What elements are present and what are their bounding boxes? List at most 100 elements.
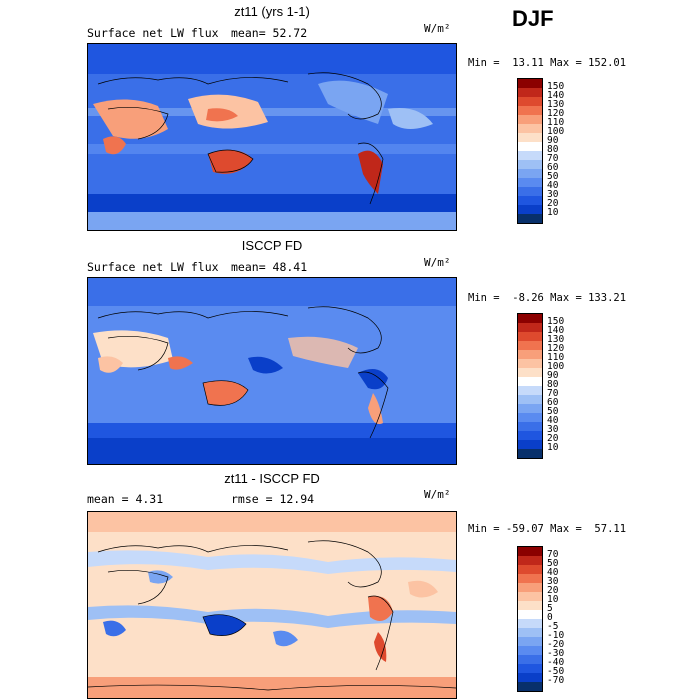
colorbar-tick-label: -5: [547, 621, 559, 632]
colorbar-swatch: [518, 610, 542, 619]
colorbar-tick-label: 20: [547, 433, 559, 444]
colorbar-tick-label: 110: [547, 352, 565, 363]
colorbar-swatch: [518, 601, 542, 610]
panel-1-mean: mean= 52.72: [231, 26, 308, 40]
colorbar-tick-label: 30: [547, 576, 559, 587]
colorbar-tick-label: 0: [547, 612, 553, 623]
panel-2-title: ISCCP FD: [241, 238, 303, 253]
colorbar-tick-label: 50: [547, 558, 559, 569]
colorbar-swatch: [518, 142, 542, 151]
colorbar-tick-label: -30: [547, 648, 565, 659]
colorbar-swatch: [518, 449, 542, 458]
panel-3-colorbar: [517, 546, 543, 692]
colorbar-swatch: [518, 314, 542, 323]
colorbar-swatch: [518, 673, 542, 682]
colorbar-tick-label: 70: [547, 153, 559, 164]
colorbar-tick-label: 110: [547, 117, 565, 128]
colorbar-swatch: [518, 646, 542, 655]
colorbar-tick-label: 10: [547, 442, 559, 453]
colorbar-swatch: [518, 187, 542, 196]
colorbar-swatch: [518, 350, 542, 359]
colorbar-swatch: [518, 413, 542, 422]
colorbar-tick-label: -40: [547, 657, 565, 668]
colorbar-swatch: [518, 583, 542, 592]
colorbar-tick-label: 140: [547, 90, 565, 101]
colorbar-swatch: [518, 124, 542, 133]
colorbar-tick-label: 80: [547, 144, 559, 155]
panel-3-map: [87, 511, 457, 699]
colorbar-tick-label: 130: [547, 334, 565, 345]
colorbar-swatch: [518, 592, 542, 601]
colorbar-swatch: [518, 359, 542, 368]
colorbar-swatch: [518, 151, 542, 160]
season-label: DJF: [512, 6, 554, 31]
panel-2-map: [87, 277, 457, 465]
colorbar-swatch: [518, 682, 542, 691]
colorbar-swatch: [518, 169, 542, 178]
colorbar-tick-label: 60: [547, 397, 559, 408]
colorbar-swatch: [518, 547, 542, 556]
panel-2-mean: mean= 48.41: [231, 260, 308, 274]
panel-2-minmax: Min = -8.26 Max = 133.21: [468, 292, 627, 304]
colorbar-swatch: [518, 368, 542, 377]
panel-1-subtitle-left: Surface net LW flux: [87, 26, 219, 40]
colorbar-tick-label: 100: [547, 126, 565, 137]
colorbar-tick-label: 20: [547, 198, 559, 209]
colorbar-tick-label: 40: [547, 415, 559, 426]
panel-1-units: W/m²: [424, 22, 451, 35]
colorbar-tick-label: 140: [547, 325, 565, 336]
colorbar-tick-label: 120: [547, 108, 565, 119]
panel-2-colorbar: [517, 313, 543, 459]
colorbar-swatch: [518, 556, 542, 565]
colorbar-tick-label: 30: [547, 189, 559, 200]
colorbar-swatch: [518, 422, 542, 431]
colorbar-swatch: [518, 323, 542, 332]
colorbar-tick-label: 10: [547, 594, 559, 605]
colorbar-tick-label: 70: [547, 388, 559, 399]
colorbar-tick-label: 40: [547, 180, 559, 191]
colorbar-swatch: [518, 106, 542, 115]
colorbar-tick-label: 150: [547, 316, 565, 327]
colorbar-swatch: [518, 377, 542, 386]
colorbar-tick-label: 90: [547, 370, 559, 381]
colorbar-tick-label: 50: [547, 406, 559, 417]
panel-2-units: W/m²: [424, 256, 451, 269]
panel-3-units: W/m²: [424, 488, 451, 501]
colorbar-tick-label: 70: [547, 549, 559, 560]
colorbar-swatch: [518, 97, 542, 106]
colorbar-tick-label: 100: [547, 361, 565, 372]
panel-1-minmax: Min = 13.11 Max = 152.01: [468, 57, 627, 69]
colorbar-tick-label: 30: [547, 424, 559, 435]
colorbar-swatch: [518, 332, 542, 341]
panel-3-mean: mean = 4.31: [87, 492, 164, 506]
colorbar-swatch: [518, 341, 542, 350]
colorbar-swatch: [518, 574, 542, 583]
colorbar-tick-label: 20: [547, 585, 559, 596]
colorbar-swatch: [518, 205, 542, 214]
colorbar-tick-label: 40: [547, 567, 559, 578]
colorbar-swatch: [518, 664, 542, 673]
panel-3-minmax: Min = -59.07 Max = 57.11: [468, 523, 627, 535]
colorbar-swatch: [518, 404, 542, 413]
panel-1-colorbar: [517, 78, 543, 224]
colorbar-tick-label: 10: [547, 207, 559, 218]
colorbar-swatch: [518, 637, 542, 646]
panel-3-title: zt11 - ISCCP FD: [224, 471, 320, 486]
colorbar-swatch: [518, 655, 542, 664]
colorbar-swatch: [518, 440, 542, 449]
colorbar-swatch: [518, 115, 542, 124]
colorbar-tick-label: 5: [547, 603, 553, 614]
panel-1-title: zt11 (yrs 1-1): [234, 4, 310, 19]
colorbar-swatch: [518, 628, 542, 637]
colorbar-swatch: [518, 196, 542, 205]
colorbar-tick-label: -10: [547, 630, 565, 641]
colorbar-swatch: [518, 79, 542, 88]
colorbar-swatch: [518, 133, 542, 142]
colorbar-tick-label: 130: [547, 99, 565, 110]
colorbar-swatch: [518, 214, 542, 223]
colorbar-tick-label: 50: [547, 171, 559, 182]
colorbar-swatch: [518, 565, 542, 574]
colorbar-swatch: [518, 395, 542, 404]
colorbar-swatch: [518, 160, 542, 169]
colorbar-swatch: [518, 178, 542, 187]
